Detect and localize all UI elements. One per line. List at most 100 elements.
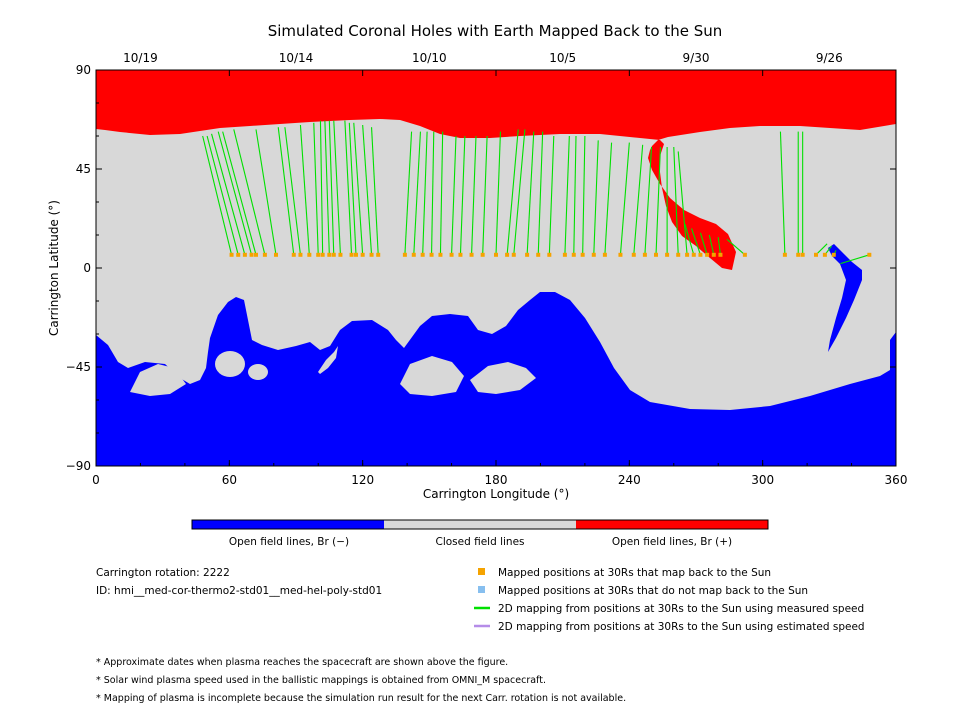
mapped-point bbox=[705, 252, 710, 257]
mapping-line bbox=[439, 131, 444, 255]
mapping-line bbox=[344, 120, 353, 255]
mapped-point bbox=[796, 252, 801, 257]
mapping-line bbox=[471, 135, 477, 255]
mapped-point bbox=[298, 252, 303, 257]
x-tick-label: 360 bbox=[885, 473, 908, 487]
colorbar: Open field lines, Br (−) Closed field li… bbox=[191, 519, 769, 548]
mapping-line bbox=[726, 238, 746, 256]
legend: Mapped positions at 30Rs that map back t… bbox=[474, 567, 865, 633]
mapped-point bbox=[665, 252, 670, 257]
model-id: ID: hmi__med-cor-thermo2-std01__med-hel-… bbox=[96, 585, 382, 597]
carrington-rotation: Carrington rotation: 2222 bbox=[96, 567, 230, 579]
mapped-point bbox=[402, 252, 407, 257]
mapped-point bbox=[274, 252, 278, 257]
mapped-point bbox=[602, 252, 607, 257]
mapped-point bbox=[718, 252, 723, 257]
y-tick-label: 0 bbox=[83, 261, 91, 275]
mapped-point bbox=[511, 252, 516, 257]
mapping-line bbox=[495, 131, 501, 255]
mapping-line bbox=[353, 122, 364, 255]
mapping-line bbox=[633, 144, 644, 255]
mapped-point bbox=[449, 252, 454, 257]
mapped-point bbox=[480, 252, 485, 257]
mapping-line bbox=[328, 120, 335, 255]
mapped-point bbox=[494, 252, 498, 257]
mapped-point bbox=[349, 252, 354, 257]
mapped-point bbox=[316, 252, 321, 257]
mapping-line bbox=[313, 122, 319, 255]
y-tick-label: 45 bbox=[76, 162, 91, 176]
mapped-point bbox=[742, 252, 747, 257]
mapped-point bbox=[618, 252, 623, 257]
colorbar-label-negative: Open field lines, Br (−) bbox=[229, 536, 349, 548]
mapping-line bbox=[431, 131, 435, 255]
x-axis-label: Carrington Longitude (°) bbox=[423, 487, 569, 501]
mapped-point bbox=[782, 252, 787, 257]
mapping-line bbox=[222, 131, 257, 255]
mapped-point bbox=[236, 252, 241, 257]
mapped-point bbox=[685, 252, 690, 257]
mapping-line bbox=[202, 135, 233, 255]
mapping-line bbox=[779, 131, 786, 255]
x-tick-label: 0 bbox=[92, 473, 100, 487]
mapping-line bbox=[324, 120, 330, 255]
mapped-point bbox=[307, 252, 312, 257]
mapped-point bbox=[438, 252, 443, 257]
mapping-line bbox=[451, 135, 457, 255]
mapped-point bbox=[242, 252, 247, 257]
closed-field-region bbox=[318, 346, 338, 374]
legend-marker-unmapped bbox=[478, 586, 485, 593]
y-tick-label: 90 bbox=[76, 63, 91, 77]
mapped-point bbox=[536, 252, 541, 257]
colorbar-label-closed: Closed field lines bbox=[435, 536, 524, 548]
mapped-point bbox=[338, 252, 343, 257]
mapped-points bbox=[229, 252, 872, 257]
x-tick-label: 180 bbox=[485, 473, 508, 487]
mapped-point bbox=[249, 252, 254, 257]
mapped-point bbox=[711, 252, 716, 257]
mapping-lines bbox=[202, 120, 870, 265]
mapping-line bbox=[513, 129, 526, 255]
mapping-line bbox=[537, 131, 544, 255]
x-tick-label: 120 bbox=[351, 473, 374, 487]
mapped-point bbox=[420, 252, 425, 257]
mapping-line bbox=[333, 120, 341, 255]
date-tick-label: 10/14 bbox=[279, 51, 314, 65]
legend-label-unmapped: Mapped positions at 30Rs that do not map… bbox=[498, 585, 808, 597]
mapped-point bbox=[814, 252, 818, 257]
legend-marker-mapped bbox=[478, 568, 485, 575]
open-negative-small-hole bbox=[828, 244, 862, 352]
colorbar-positive bbox=[576, 520, 768, 529]
mapped-point bbox=[376, 252, 381, 257]
mapping-line bbox=[691, 228, 701, 255]
mapped-point bbox=[411, 252, 416, 257]
chart-title: Simulated Coronal Holes with Earth Mappe… bbox=[268, 22, 723, 40]
mapping-line bbox=[684, 223, 695, 255]
mapping-line bbox=[717, 237, 721, 255]
legend-label-mapped: Mapped positions at 30Rs that map back t… bbox=[498, 567, 771, 579]
date-tick-label: 10/5 bbox=[549, 51, 576, 65]
colorbar-negative bbox=[192, 520, 384, 529]
mapped-point bbox=[458, 252, 463, 257]
closed-island bbox=[470, 362, 536, 394]
mapping-line bbox=[526, 131, 535, 255]
mapping-line bbox=[564, 135, 570, 255]
mapping-line bbox=[644, 146, 653, 255]
x-tick-label: 240 bbox=[618, 473, 641, 487]
mapped-point bbox=[591, 252, 596, 257]
mapped-point bbox=[354, 252, 358, 257]
mapped-point bbox=[631, 252, 636, 257]
mapped-point bbox=[229, 252, 234, 257]
mapping-line bbox=[255, 129, 277, 255]
mapping-line bbox=[506, 129, 519, 255]
mapping-line bbox=[319, 120, 324, 255]
mapping-line bbox=[404, 131, 413, 255]
mapped-point bbox=[562, 252, 567, 257]
closed-island bbox=[130, 364, 186, 396]
mapping-line bbox=[217, 131, 253, 255]
open-positive-region bbox=[96, 70, 896, 270]
mapping-line bbox=[573, 135, 577, 255]
mapped-point bbox=[547, 252, 552, 257]
mapped-point bbox=[525, 252, 530, 257]
mapped-point bbox=[262, 252, 267, 257]
